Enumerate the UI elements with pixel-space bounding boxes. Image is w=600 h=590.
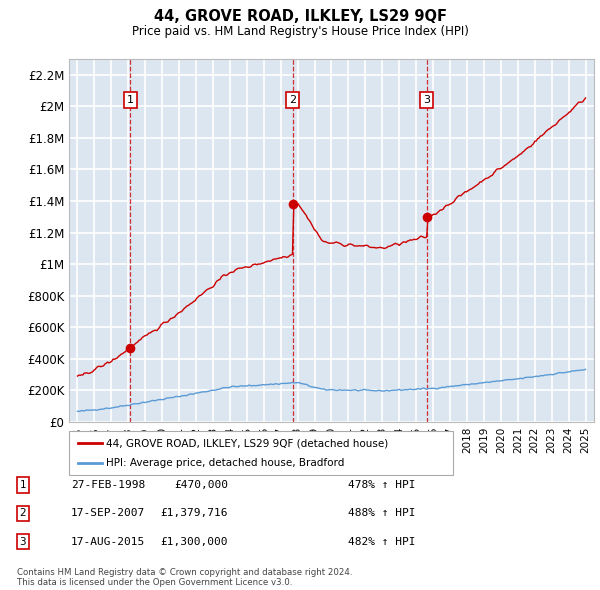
Text: HPI: Average price, detached house, Bradford: HPI: Average price, detached house, Brad… <box>106 458 344 467</box>
Text: 1: 1 <box>19 480 26 490</box>
Text: 3: 3 <box>19 537 26 546</box>
Text: Price paid vs. HM Land Registry's House Price Index (HPI): Price paid vs. HM Land Registry's House … <box>131 25 469 38</box>
Text: 44, GROVE ROAD, ILKLEY, LS29 9QF: 44, GROVE ROAD, ILKLEY, LS29 9QF <box>154 9 446 24</box>
Text: 478% ↑ HPI: 478% ↑ HPI <box>348 480 415 490</box>
Text: 17-SEP-2007: 17-SEP-2007 <box>71 509 145 518</box>
Text: 27-FEB-1998: 27-FEB-1998 <box>71 480 145 490</box>
Text: Contains HM Land Registry data © Crown copyright and database right 2024.: Contains HM Land Registry data © Crown c… <box>17 568 352 577</box>
Text: 44, GROVE ROAD, ILKLEY, LS29 9QF (detached house): 44, GROVE ROAD, ILKLEY, LS29 9QF (detach… <box>106 438 388 448</box>
Text: 1: 1 <box>127 95 134 105</box>
Text: 488% ↑ HPI: 488% ↑ HPI <box>348 509 415 518</box>
Text: 3: 3 <box>423 95 430 105</box>
Text: £1,300,000: £1,300,000 <box>161 537 228 546</box>
Text: This data is licensed under the Open Government Licence v3.0.: This data is licensed under the Open Gov… <box>17 578 292 587</box>
Text: 482% ↑ HPI: 482% ↑ HPI <box>348 537 415 546</box>
Text: £470,000: £470,000 <box>174 480 228 490</box>
Text: £1,379,716: £1,379,716 <box>161 509 228 518</box>
Text: 17-AUG-2015: 17-AUG-2015 <box>71 537 145 546</box>
Text: 2: 2 <box>289 95 296 105</box>
Text: 2: 2 <box>19 509 26 518</box>
